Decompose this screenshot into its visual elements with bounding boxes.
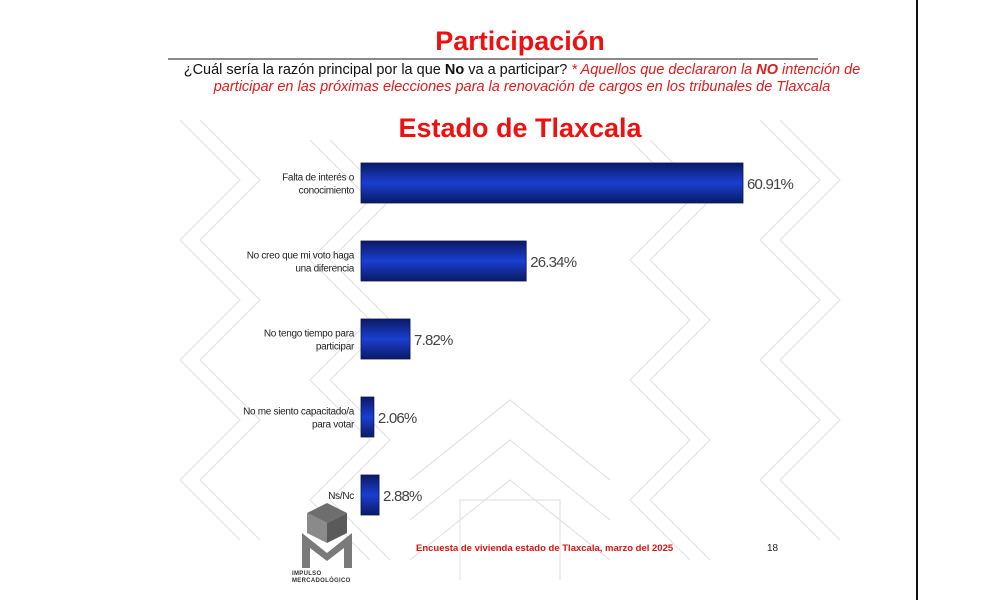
right-border-line [916,0,918,600]
category-label-1: No creo que mi voto haga una diferencia [247,251,355,275]
value-label-0: 60.91% [747,176,794,193]
company-logo [302,503,352,568]
value-label-4: 2.88% [383,488,422,505]
category-label-4: Ns/Nc [328,491,354,502]
bar-4 [360,474,380,516]
bar-0 [360,162,744,204]
bar-3 [360,396,375,438]
value-label-1: 26.34% [530,254,577,271]
category-label-2: No tengo tiempo para participar [264,329,355,353]
question-note: * Aquellos que declararon la NO intenció… [213,62,861,95]
footer-source: Encuesta de vivienda estado de Tlaxcala,… [416,543,674,554]
page-title: Participación [435,26,605,56]
page-number: 18 [767,543,779,554]
bar-1 [360,240,527,282]
region-title: Estado de Tlaxcala [398,113,642,143]
value-label-2: 7.82% [414,332,453,349]
background-pattern [179,119,841,580]
value-label-3: 2.06% [378,410,417,427]
logo-text-line1: IMPULSO [292,571,322,577]
category-label-0: Falta de interés o conocimiento [282,173,355,197]
logo-text-line2: MERCADOLÓGICO [292,578,351,584]
bar-2 [360,318,411,360]
title-divider [168,58,818,60]
question-text: ¿Cuál sería la razón principal por la qu… [183,62,861,95]
category-label-3: No me siento capacitado/a para votar [243,407,355,431]
